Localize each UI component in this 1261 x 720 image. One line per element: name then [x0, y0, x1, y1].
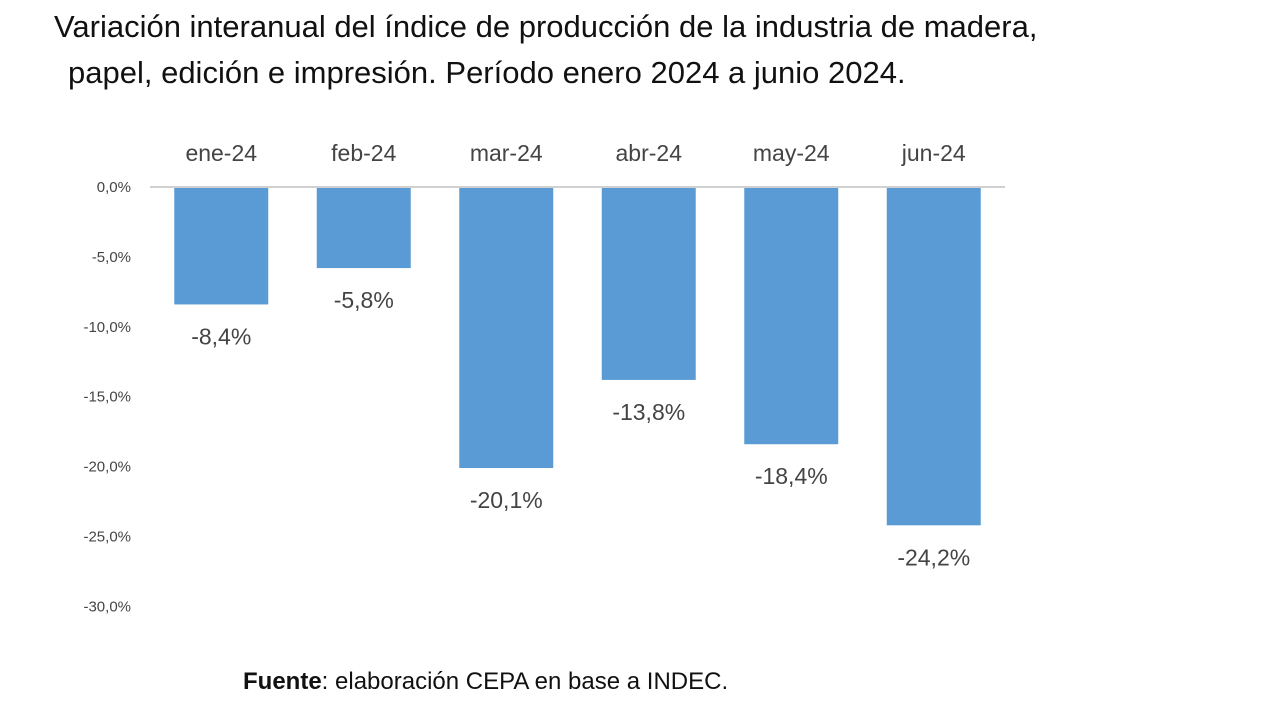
bar-ene-24 — [174, 187, 269, 305]
category-label: jun-24 — [901, 140, 966, 166]
category-label: mar-24 — [470, 140, 543, 166]
y-tick-label: -10,0% — [83, 319, 131, 336]
source-label: Fuente — [243, 668, 322, 695]
category-label: ene-24 — [185, 140, 257, 166]
source-note: Fuente: elaboración CEPA en base a INDEC… — [243, 668, 728, 696]
y-tick-label: -30,0% — [83, 598, 131, 615]
chart-title: Variación interanual del índice de produ… — [54, 4, 1244, 96]
data-label: -5,8% — [334, 287, 394, 313]
data-label: -8,4% — [191, 323, 251, 349]
bar-feb-24 — [316, 187, 411, 269]
y-tick-label: -25,0% — [83, 529, 131, 546]
category-label: abr-24 — [616, 140, 683, 166]
bar-chart: 0,0% -5,0% -10,0% -15,0% -20,0% -25,0% -30,0% e… — [83, 140, 1005, 615]
bar-abr-24 — [601, 187, 696, 380]
data-label: -18,4% — [755, 463, 828, 489]
chart-title-line-2: papel, edición e impresión. Período ener… — [68, 55, 906, 90]
source-text: : elaboración CEPA en base a INDEC. — [321, 668, 729, 695]
bar-mar-24 — [459, 187, 554, 468]
y-tick-label: -20,0% — [83, 459, 131, 476]
y-tick-label: 0,0% — [97, 179, 131, 196]
data-label: -20,1% — [470, 487, 543, 513]
category-label: feb-24 — [331, 140, 396, 166]
y-tick-label: -5,0% — [92, 249, 131, 266]
data-label: -24,2% — [897, 544, 970, 570]
bar-may-24 — [744, 187, 839, 445]
y-tick-label: -15,0% — [83, 389, 131, 406]
bar-jun-24 — [886, 187, 981, 526]
category-label: may-24 — [753, 140, 830, 166]
chart-title-line-1: Variación interanual del índice de produ… — [54, 9, 1038, 44]
data-label: -13,8% — [612, 399, 685, 425]
